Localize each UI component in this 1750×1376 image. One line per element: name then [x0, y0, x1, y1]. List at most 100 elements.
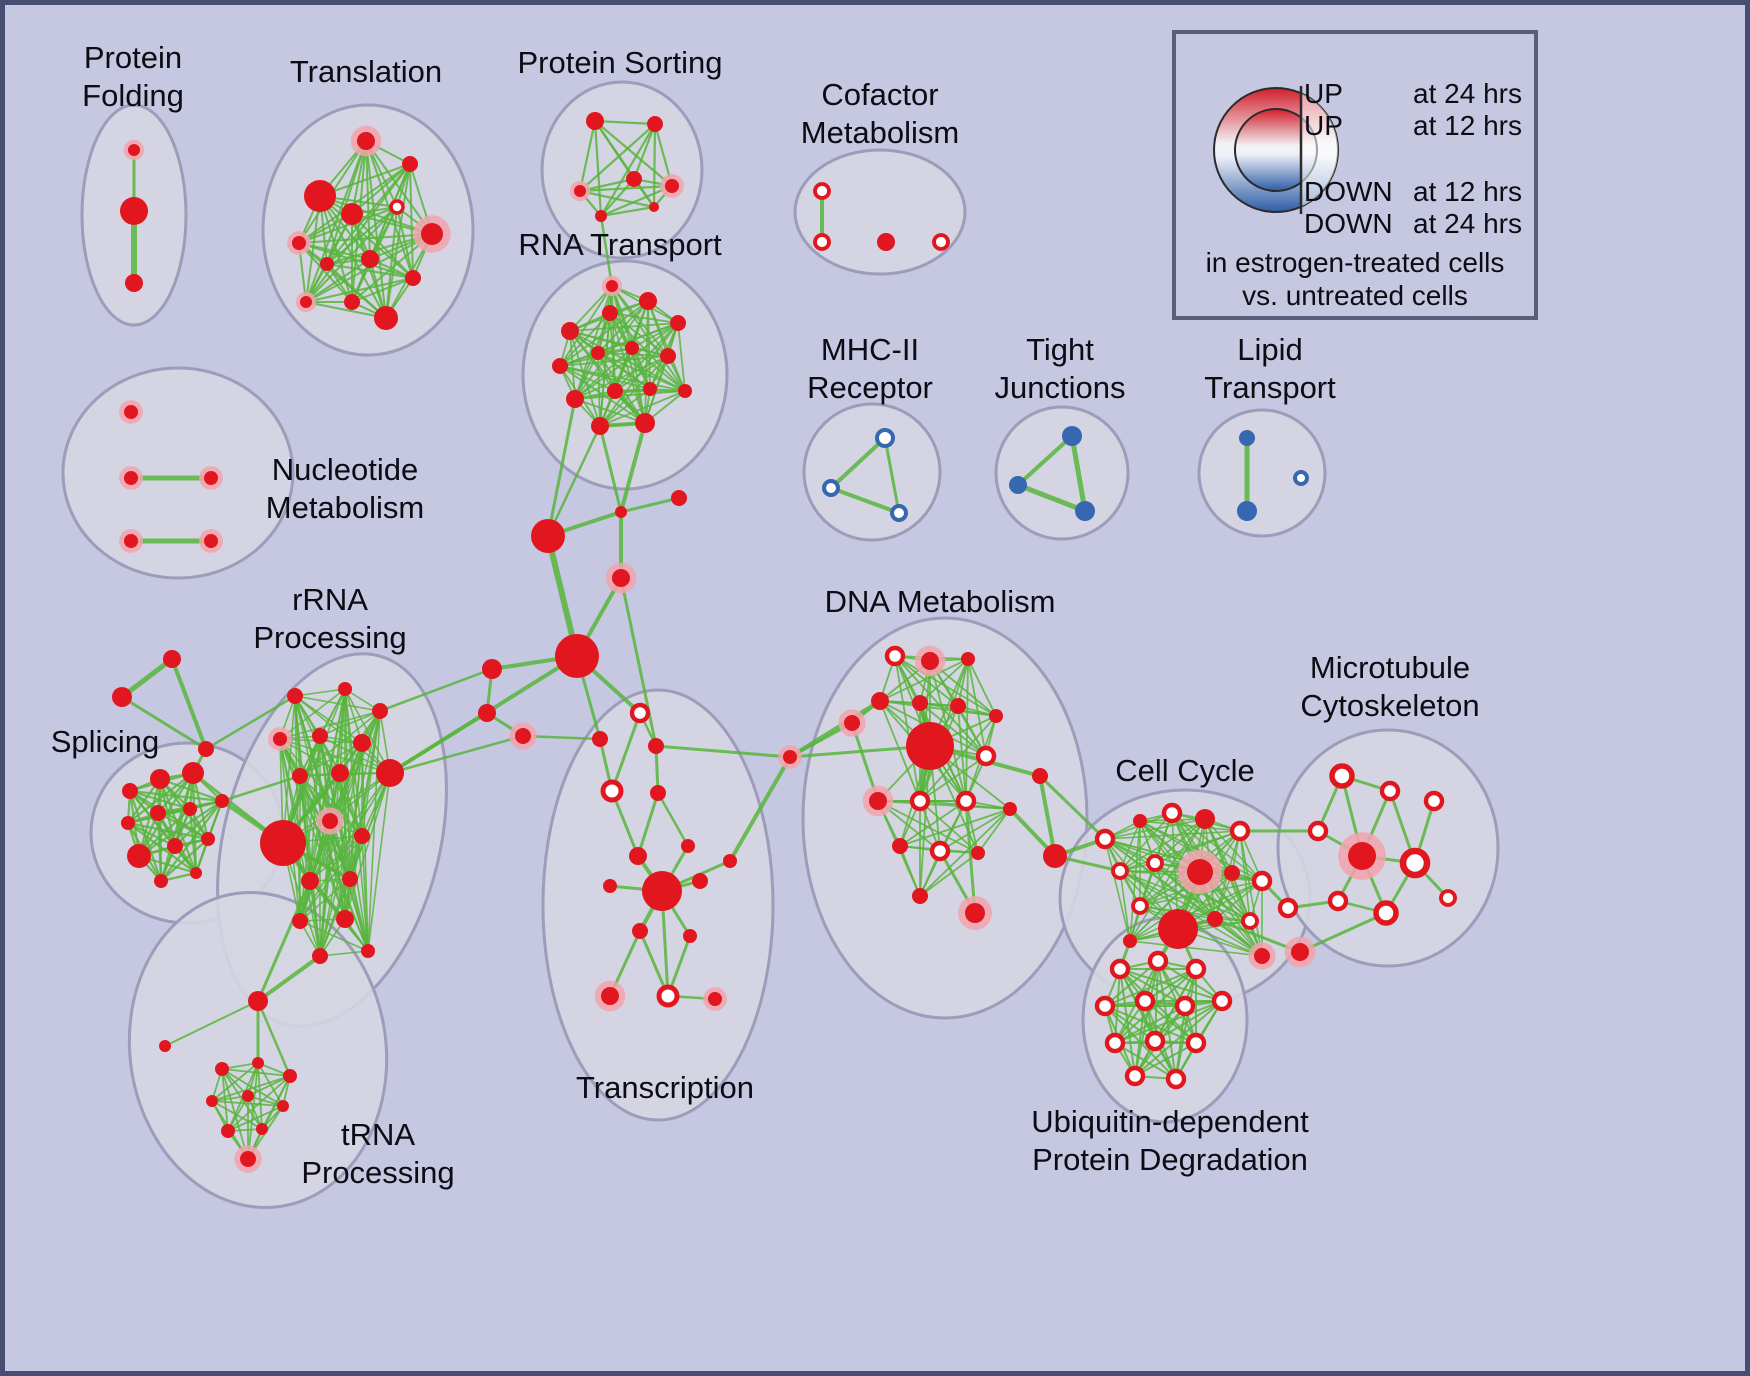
- network-edge: [957, 658, 969, 707]
- network-edge: [137, 799, 224, 858]
- node-core: [1241, 912, 1259, 930]
- network-edge: [1154, 1000, 1223, 1042]
- network-edge: [644, 300, 649, 424]
- network-node-t1: [304, 180, 336, 212]
- node-core: [1104, 1032, 1126, 1054]
- network-node-tr2: [215, 1062, 229, 1076]
- network-node-t8: [320, 257, 334, 271]
- node-core: [561, 322, 579, 340]
- network-edge: [339, 772, 363, 837]
- network-edge: [919, 745, 931, 897]
- network-edge: [305, 277, 414, 303]
- legend-time: at 12 hrs: [1413, 110, 1522, 141]
- node-core: [606, 280, 618, 292]
- network-edge: [977, 808, 1011, 854]
- network-node-rr16: [336, 910, 354, 928]
- network-node-ps6: [595, 210, 607, 222]
- network-edge: [593, 119, 657, 126]
- network-node-mh1: [875, 428, 895, 448]
- network-node-t4: [287, 231, 311, 255]
- node-core: [591, 346, 605, 360]
- network-edge: [919, 702, 987, 757]
- network-node-rt1: [561, 322, 579, 340]
- network-node-tx10: [632, 923, 648, 939]
- network-node-nm3: [199, 466, 223, 490]
- node-core: [566, 390, 584, 408]
- network-edge: [120, 695, 208, 751]
- node-core: [877, 233, 895, 251]
- network-node-tx9: [692, 873, 708, 889]
- node-core: [1123, 934, 1137, 948]
- network-node-cc7: [1146, 854, 1164, 872]
- network-edge: [597, 352, 601, 427]
- node-core: [912, 695, 928, 711]
- network-edge: [1119, 818, 1206, 872]
- network-node-pf2: [120, 197, 148, 225]
- node-core: [1111, 862, 1129, 880]
- node-core: [361, 944, 375, 958]
- node-core: [482, 659, 502, 679]
- network-edge: [1114, 1000, 1223, 1044]
- network-edge: [1104, 960, 1159, 1007]
- network-node-tx13: [656, 984, 680, 1008]
- network-edge: [211, 1095, 249, 1102]
- network-node-ch6: [482, 659, 502, 679]
- node-core: [1187, 859, 1213, 885]
- network-node-txc: [648, 738, 664, 754]
- network-node-mh3: [890, 504, 908, 522]
- network-edge: [1139, 905, 1263, 957]
- node-core: [198, 741, 214, 757]
- network-node-dm14: [955, 790, 977, 812]
- cluster-label-translation: Translation: [290, 54, 442, 89]
- cluster-label-tight-junctions: Tight Junctions: [995, 332, 1126, 405]
- network-node-cc14: [1241, 912, 1259, 930]
- network-edge: [305, 258, 371, 303]
- cluster-ellipse-mhc-ii-receptor: [802, 402, 942, 542]
- node-core: [112, 687, 132, 707]
- node-core: [182, 762, 204, 784]
- network-node-rt7: [625, 341, 639, 355]
- network-edge: [294, 688, 346, 697]
- network-node-ps3: [569, 180, 591, 202]
- network-edge: [599, 388, 651, 427]
- network-node-ps2: [647, 116, 663, 132]
- network-node-rr18: [361, 944, 375, 958]
- network-edge: [299, 772, 391, 922]
- node-core: [1327, 890, 1349, 912]
- node-core: [632, 923, 648, 939]
- network-node-sp5: [150, 805, 166, 821]
- network-node-cc13: [1207, 911, 1223, 927]
- node-core: [1423, 790, 1445, 812]
- network-edge: [593, 119, 603, 218]
- network-edge: [632, 122, 657, 181]
- network-edge: [1119, 870, 1216, 920]
- node-core: [374, 306, 398, 330]
- network-node-rt13: [591, 417, 609, 435]
- network-node-cm3: [877, 233, 895, 251]
- cluster-label-lipid-transport: Lipid Transport: [1204, 332, 1336, 405]
- network-node-tx11: [683, 929, 697, 943]
- network-edge: [1139, 905, 1251, 922]
- cluster-ellipse-tight-junctions: [994, 405, 1130, 541]
- node-core: [248, 991, 268, 1011]
- network-node-t2: [350, 125, 382, 157]
- network-edge: [159, 799, 224, 883]
- node-core: [204, 534, 218, 548]
- network-edge: [204, 694, 297, 751]
- network-node-ub2: [1147, 950, 1169, 972]
- node-core: [1185, 958, 1207, 980]
- network-node-sp1: [122, 783, 138, 799]
- network-edge: [305, 301, 387, 319]
- cluster-label-transcription: Transcription: [576, 1070, 754, 1105]
- node-core: [421, 223, 443, 245]
- node-core: [273, 732, 287, 746]
- node-core: [1195, 809, 1215, 829]
- node-core: [1158, 909, 1198, 949]
- node-core: [478, 704, 496, 722]
- network-edge: [361, 835, 369, 952]
- network-node-cc12: [1158, 909, 1198, 949]
- cluster-label-protein-sorting: Protein Sorting: [517, 45, 722, 80]
- network-edge: [610, 789, 640, 858]
- network-node-trh: [248, 991, 268, 1011]
- network-edge: [220, 774, 302, 803]
